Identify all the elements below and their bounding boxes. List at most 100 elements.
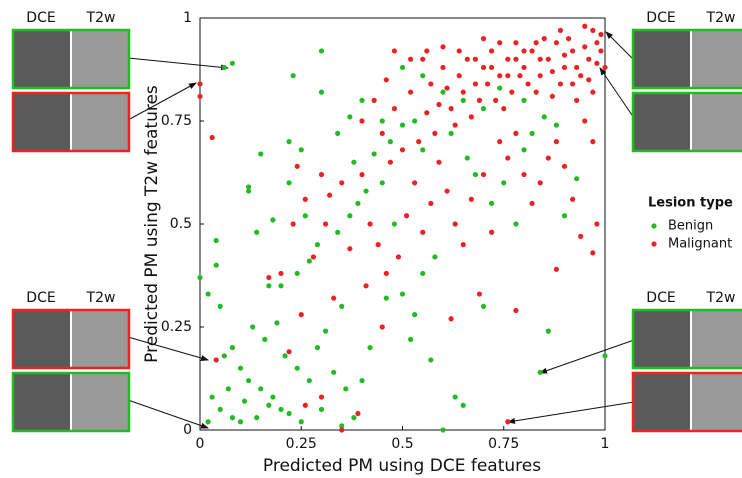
point: [213, 262, 219, 268]
point: [294, 365, 300, 371]
point: [270, 217, 276, 223]
point: [225, 386, 231, 392]
point: [290, 73, 296, 79]
point: [306, 377, 312, 384]
point: [489, 200, 495, 206]
point: [574, 176, 580, 182]
point: [440, 89, 446, 95]
point: [602, 353, 608, 359]
point: [521, 48, 527, 54]
point: [221, 353, 227, 359]
point: [476, 291, 483, 297]
point: [371, 97, 377, 103]
panel-label: DCE: [646, 290, 675, 306]
point: [561, 52, 568, 58]
point: [217, 303, 223, 309]
panel-label: DCE: [646, 10, 675, 26]
point: [574, 97, 580, 103]
point: [306, 258, 312, 264]
image-border: [631, 28, 742, 90]
point: [505, 419, 511, 425]
point: [533, 40, 539, 46]
point: [375, 242, 381, 248]
point: [339, 427, 345, 433]
point: [246, 184, 252, 190]
point: [318, 89, 325, 95]
point: [266, 274, 272, 281]
point: [561, 64, 568, 71]
point: [578, 233, 584, 239]
point: [399, 291, 406, 297]
point: [205, 291, 211, 297]
point: [513, 40, 519, 46]
image-tile: [633, 373, 690, 431]
image-tile: [71, 310, 128, 368]
point: [209, 134, 215, 141]
point: [237, 365, 244, 371]
point: [480, 64, 487, 71]
point: [335, 130, 341, 136]
image-border: [11, 91, 131, 153]
point: [363, 188, 369, 194]
point: [598, 48, 604, 54]
point: [448, 106, 454, 112]
point: [355, 200, 361, 206]
point: [590, 250, 596, 256]
point: [497, 85, 503, 91]
image-tile: [71, 373, 128, 431]
point: [525, 81, 531, 87]
point: [448, 130, 454, 136]
image-tile: [71, 93, 128, 151]
point: [408, 336, 414, 342]
point: [570, 196, 576, 202]
point: [582, 118, 588, 124]
point: [480, 303, 487, 309]
point: [335, 229, 341, 235]
point: [505, 73, 511, 79]
point: [553, 139, 560, 145]
point: [379, 130, 385, 136]
point: [197, 274, 203, 281]
point: [432, 130, 438, 136]
point: [399, 64, 406, 71]
point: [302, 213, 308, 219]
point: [237, 419, 244, 425]
point: [294, 270, 300, 277]
point: [436, 159, 442, 165]
point: [590, 89, 596, 95]
point: [529, 130, 535, 136]
point: [298, 419, 304, 425]
point: [379, 118, 385, 124]
point: [270, 394, 276, 400]
point: [602, 64, 608, 71]
point: [561, 213, 568, 219]
point: [537, 56, 543, 62]
point: [298, 147, 304, 153]
image-tile: [13, 310, 70, 368]
point: [545, 56, 551, 62]
point: [460, 402, 466, 408]
image-border: [631, 371, 742, 433]
point: [472, 81, 478, 87]
point: [339, 180, 345, 186]
panel-label: T2w: [706, 10, 736, 26]
image-tile: [633, 93, 690, 151]
point: [444, 188, 450, 194]
y-axis-label: Predicted PM using T2w features: [142, 85, 162, 363]
point: [331, 369, 337, 375]
image-tile: [633, 30, 690, 88]
point: [440, 64, 446, 71]
point: [399, 147, 406, 153]
point: [549, 68, 555, 75]
point: [221, 64, 227, 71]
image-border: [631, 91, 742, 153]
point: [318, 406, 325, 412]
point: [412, 312, 418, 318]
point: [355, 410, 361, 417]
point: [582, 23, 588, 29]
point: [557, 81, 564, 87]
point: [521, 64, 527, 71]
point: [347, 114, 353, 120]
point: [286, 139, 292, 145]
point: [464, 155, 470, 161]
